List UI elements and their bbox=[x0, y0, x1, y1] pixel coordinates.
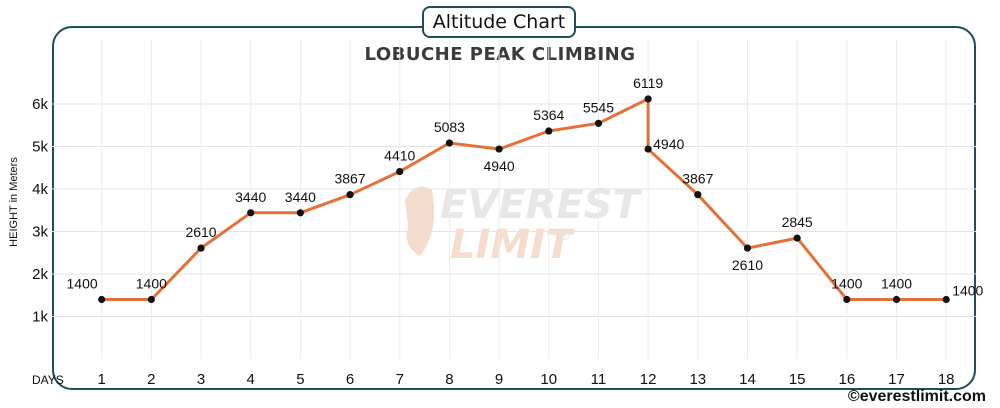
x-tick-label: 9 bbox=[495, 371, 503, 388]
y-tick-label: 5k bbox=[32, 139, 48, 156]
chart-badge-label: Altitude Chart bbox=[432, 11, 566, 33]
watermark-line2: LIMIT bbox=[450, 222, 575, 268]
x-axis-label: DAYS bbox=[32, 373, 64, 387]
data-point bbox=[445, 139, 454, 147]
data-point bbox=[644, 95, 652, 103]
x-tick-label: 12 bbox=[640, 371, 657, 388]
x-tick-label: 11 bbox=[591, 371, 607, 388]
y-tick-label: 4k bbox=[32, 181, 48, 198]
data-point bbox=[942, 295, 950, 304]
data-point bbox=[98, 295, 106, 304]
data-label: 5545 bbox=[583, 99, 614, 115]
x-tick-label: 2 bbox=[147, 371, 155, 388]
data-point bbox=[793, 234, 801, 242]
y-tick-label: 1k bbox=[32, 309, 48, 326]
y-tick-label: 3k bbox=[32, 224, 48, 241]
data-label: 4940 bbox=[484, 158, 515, 174]
x-tick-label: 15 bbox=[789, 371, 806, 388]
watermark-logo-icon bbox=[405, 186, 435, 256]
watermark-mark: ® bbox=[556, 225, 572, 244]
data-label: 3440 bbox=[235, 189, 266, 205]
data-point bbox=[197, 244, 205, 252]
data-point bbox=[247, 209, 255, 217]
x-tick-label: 5 bbox=[296, 371, 304, 388]
data-label: 2610 bbox=[185, 224, 216, 240]
x-tick-label: 7 bbox=[396, 371, 404, 388]
y-tick-label: 2k bbox=[32, 266, 48, 283]
data-label: 5083 bbox=[434, 119, 465, 135]
x-tick-label: 8 bbox=[445, 371, 453, 388]
data-label: 1400 bbox=[881, 276, 912, 292]
data-label: 2610 bbox=[732, 257, 763, 273]
data-point bbox=[147, 295, 155, 304]
x-tick-label: 16 bbox=[838, 371, 855, 388]
data-point bbox=[743, 244, 752, 252]
x-tick-label: 10 bbox=[540, 371, 557, 388]
data-point bbox=[495, 145, 503, 153]
data-point bbox=[843, 295, 851, 304]
x-tick-label: 17 bbox=[888, 371, 905, 388]
x-tick-label: 4 bbox=[247, 371, 255, 388]
watermark-line1: EVEREST bbox=[440, 182, 643, 228]
data-label: 1400 bbox=[831, 276, 862, 292]
chart-title: LOBUCHE PEAK CLIMBING bbox=[364, 44, 636, 65]
data-label: 3440 bbox=[285, 189, 316, 205]
data-label: 3867 bbox=[334, 171, 365, 187]
x-tick-label: 14 bbox=[739, 371, 756, 388]
x-tick-label: 6 bbox=[346, 371, 354, 388]
x-tick-label: 3 bbox=[197, 371, 205, 388]
data-point bbox=[892, 295, 901, 304]
data-point bbox=[644, 145, 652, 153]
data-point bbox=[594, 119, 603, 127]
data-point bbox=[396, 167, 404, 176]
data-label: 4410 bbox=[384, 148, 415, 164]
x-tick-label: 18 bbox=[938, 371, 955, 388]
data-point bbox=[694, 191, 702, 199]
data-label: 1400 bbox=[952, 283, 983, 299]
data-point bbox=[346, 191, 354, 199]
data-label: 1400 bbox=[67, 276, 98, 292]
chart-badge: Altitude Chart bbox=[422, 6, 576, 38]
data-label: 3867 bbox=[682, 171, 713, 187]
x-tick-label: 1 bbox=[98, 371, 106, 388]
y-tick-label: 6k bbox=[32, 96, 48, 113]
data-point bbox=[545, 127, 553, 135]
x-tick-label: 13 bbox=[689, 371, 706, 388]
data-point bbox=[296, 209, 304, 217]
site-credit: ©everestlimit.com bbox=[847, 388, 986, 405]
data-label: 1400 bbox=[136, 276, 167, 292]
data-label: 5364 bbox=[533, 107, 564, 123]
data-label: 6119 bbox=[633, 75, 663, 91]
data-label: 4940 bbox=[653, 136, 684, 152]
data-label: 2845 bbox=[782, 214, 813, 230]
